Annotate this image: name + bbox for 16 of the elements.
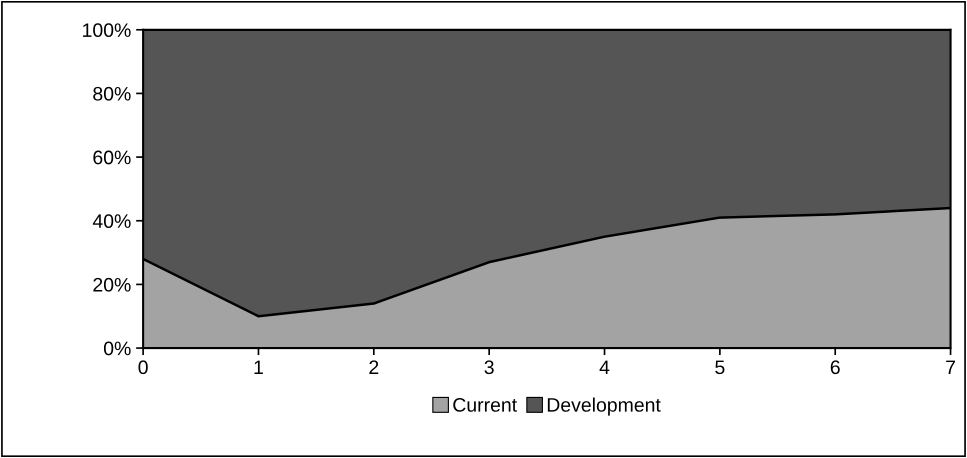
y-tick-label: 100% (83, 23, 131, 38)
x-tick-label: 2 (369, 360, 378, 374)
x-tick-label: 1 (254, 360, 263, 374)
y-tick-label: 40% (92, 214, 131, 228)
x-tick-label: 3 (484, 360, 494, 374)
x-tick-label: 4 (600, 360, 610, 374)
y-tick-label: 0% (104, 342, 131, 356)
y-tick-label: 20% (93, 278, 131, 292)
y-tick-label: 80% (93, 86, 131, 101)
x-tick-label: 6 (830, 360, 840, 374)
y-tick-label: 60% (93, 150, 131, 164)
x-tick-label: 0 (138, 360, 148, 374)
x-tick-label: 5 (715, 360, 724, 374)
legend-label: Development (548, 398, 661, 416)
x-tick-label: 7 (946, 360, 955, 374)
legend-label: Current (453, 398, 517, 412)
